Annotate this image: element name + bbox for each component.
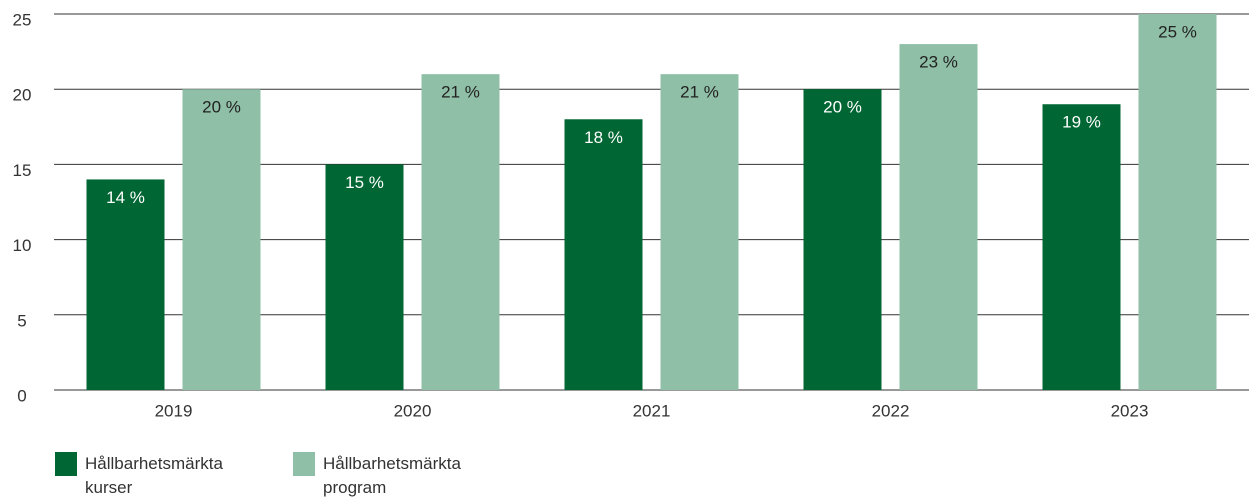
y-tick-label: 5 [17, 311, 26, 330]
value-label: 21 % [441, 83, 480, 102]
x-tick-label: 2019 [155, 401, 193, 420]
bar [421, 74, 500, 390]
y-tick-label: 20 [13, 86, 32, 105]
value-label: 18 % [584, 128, 623, 147]
value-label: 20 % [202, 98, 241, 117]
value-label: 15 % [345, 173, 384, 192]
legend-item: Hållbarhetsmärkta kurser [55, 452, 255, 500]
x-tick-label: 2023 [1111, 401, 1149, 420]
bar [660, 74, 739, 390]
legend-label: Hållbarhetsmärkta kurser [85, 454, 223, 497]
bar [182, 89, 261, 390]
value-label: 14 % [106, 188, 145, 207]
legend-swatch [293, 452, 315, 476]
bar [325, 164, 404, 390]
value-label: 21 % [680, 83, 719, 102]
chart: 0 5 10 15 20 25 2019 14 % 20 % 2020 15 % 21 % 2021 18… [13, 10, 1249, 420]
legend-swatch [55, 452, 77, 476]
legend-label: Hållbarhetsmärkta program [323, 454, 461, 497]
bar [1138, 14, 1217, 390]
legend-item: Hållbarhetsmärkta program [293, 452, 493, 500]
bar [1042, 104, 1121, 391]
y-tick-label: 10 [13, 236, 32, 255]
bar [803, 89, 882, 390]
bar [86, 179, 165, 390]
x-tick-label: 2021 [633, 401, 671, 420]
x-tick-label: 2022 [872, 401, 910, 420]
bar [899, 44, 978, 391]
y-tick-label: 15 [13, 161, 32, 180]
bar [564, 119, 643, 390]
value-label: 23 % [919, 53, 958, 72]
y-tick-label: 0 [17, 386, 26, 405]
y-tick-label: 25 [13, 10, 32, 29]
value-label: 20 % [823, 98, 862, 117]
value-label: 25 % [1158, 22, 1197, 41]
value-label: 19 % [1062, 113, 1101, 132]
x-tick-label: 2020 [394, 401, 432, 420]
